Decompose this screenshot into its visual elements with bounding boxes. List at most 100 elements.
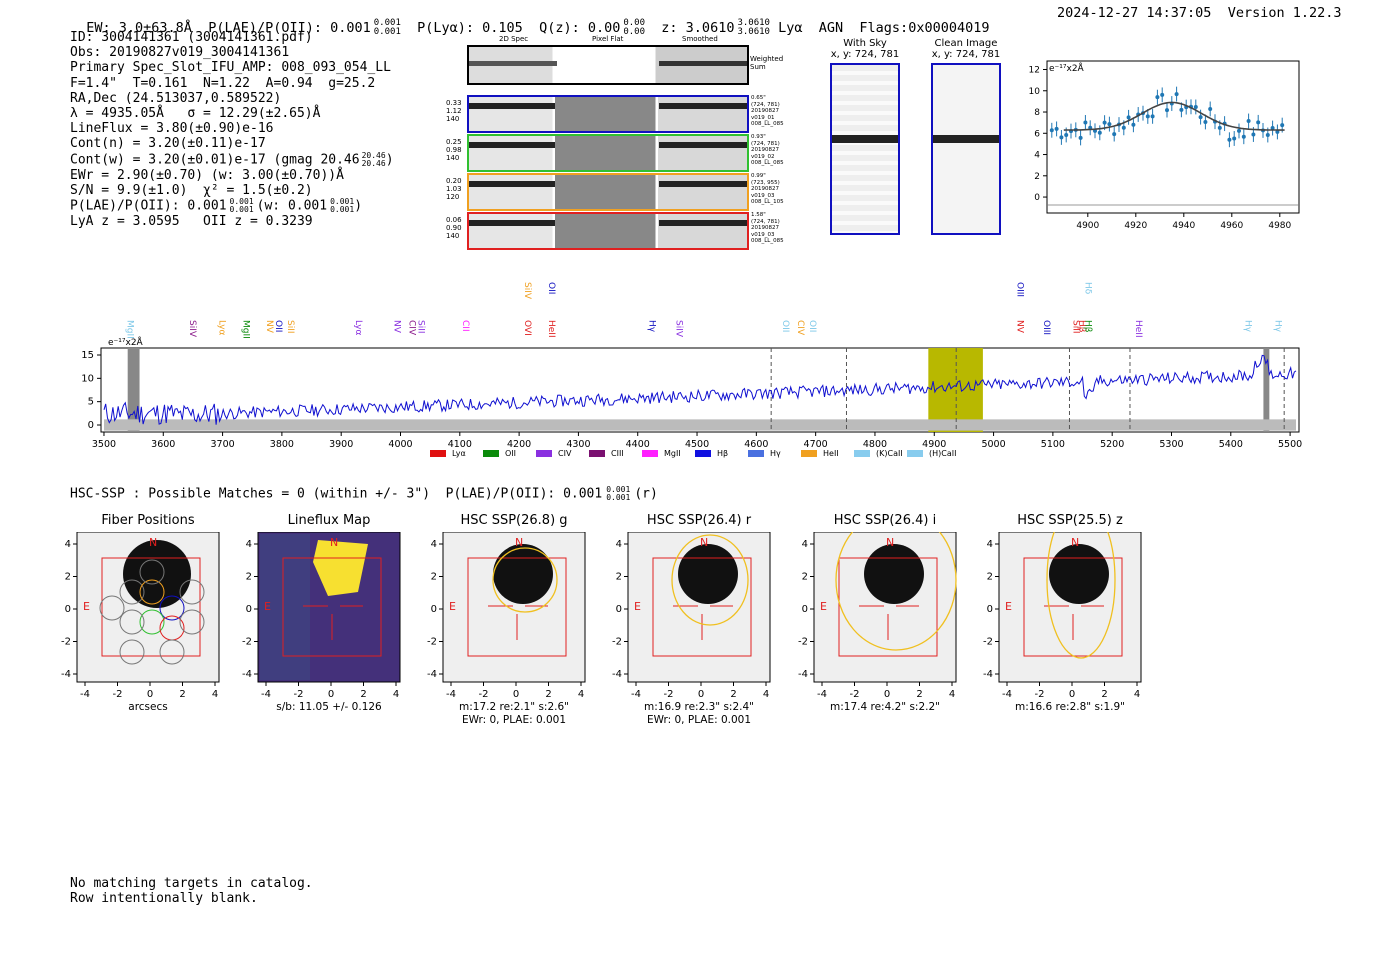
fs-legend-label: Hγ	[770, 449, 781, 458]
fs-ylabel: e⁻¹⁷x2Å	[108, 336, 144, 348]
cutout-xtick-label: 4	[393, 689, 399, 700]
zoom-point	[1280, 123, 1285, 128]
ellipse-fit	[1046, 532, 1116, 659]
stamp-meta: 1.58" (724, 781) 20190827 v019_03 008_LL_085	[751, 212, 796, 245]
info-radec: RA,Dec (24.513037,0.589522)	[70, 90, 282, 106]
fs-line-label: Hγ	[647, 320, 657, 333]
zoom-point	[1160, 92, 1165, 97]
fs-line-label: OII	[546, 282, 556, 294]
north-label: N	[330, 536, 338, 549]
fiber-circle	[139, 559, 165, 585]
info-obs: Obs: 20190827v019_3004141361	[70, 45, 290, 61]
stamp-meta-line: (724, 781)	[751, 140, 780, 147]
stamp-meta-line: 008_LL_085	[751, 121, 784, 127]
header-timestamp: 2024-12-27 14:37:05	[1057, 5, 1212, 21]
zoom-point	[1102, 120, 1107, 125]
cutout-image: N E -4 -4 -2 -2 0 0 2 2 4 4 arcsecs	[61, 532, 220, 713]
stamp-value: 140	[446, 154, 460, 162]
fs-xtick-label: 4200	[507, 439, 531, 450]
stamp-band-2d	[469, 181, 555, 187]
fs-xtick-label: 5400	[1219, 439, 1243, 450]
cutout-title: Fiber Positions	[101, 513, 195, 528]
info-lambda: λ = 4935.05Å σ = 12.29(±2.65)Å	[70, 106, 321, 122]
info-plae-sub: 0.001	[229, 205, 254, 215]
cutout-caption2: EWr: 0, PLAE: 0.001	[647, 714, 751, 726]
stamp-values: 0.33 1.12 140	[446, 99, 468, 123]
header-plae-sup: 0.001	[373, 18, 401, 28]
zoom-point	[1054, 126, 1059, 131]
stamp-value: 140	[446, 115, 460, 123]
cutout-xtick-label: 0	[1069, 689, 1075, 700]
stamp-values: 0.06 0.90 140	[446, 216, 468, 240]
fs-legend-swatch	[695, 450, 711, 457]
fiber-circle	[119, 609, 145, 635]
zoom-point	[1208, 106, 1213, 111]
fs-xtick-label: 3700	[210, 439, 234, 450]
stamp-band-smooth	[659, 142, 747, 148]
zoom-xtick-label: 4960	[1220, 221, 1243, 231]
fs-legend-swatch	[748, 450, 764, 457]
cutout-ytick-label: 4	[616, 539, 622, 550]
hsc-title-tail: (r)	[634, 486, 658, 502]
hsc-title: HSC-SSP : Possible Matches = 0 (within +…	[70, 486, 603, 502]
cutout-ytick-label: 2	[616, 572, 622, 583]
cutout-ytick-label: 0	[246, 604, 252, 615]
header-line: Lyα	[778, 20, 803, 36]
cutout-xtick-label: -4	[446, 689, 456, 700]
north-label: N	[149, 536, 157, 549]
zoom-point	[1203, 119, 1208, 124]
cutout-ytick-label: 4	[65, 539, 71, 550]
stamp-meta-line: (724, 781)	[751, 218, 780, 225]
header-plae: P(LAE)/P(OII): 0.001	[208, 20, 371, 36]
info-plae-w: (w: 0.001	[256, 198, 328, 214]
cutout-caption1: m:16.6 re:2.8" s:1.9"	[1015, 701, 1125, 713]
fs-legend-swatch	[854, 450, 870, 457]
aperture-box	[467, 557, 567, 657]
with-sky-label: With Sky	[843, 38, 887, 49]
cutout-ytick-label: -4	[61, 669, 71, 680]
header-version: Version 1.22.3	[1227, 5, 1342, 21]
cutout-ytick-label: -2	[983, 637, 993, 648]
stamp-value: 140	[446, 232, 460, 240]
fs-line-label: Hδ	[1083, 282, 1093, 295]
fs-line-label: SiIV	[187, 320, 197, 338]
zoom-point	[1131, 122, 1136, 127]
header-z-sub: 3.0610	[737, 27, 770, 37]
cutout-xtick-label: 4	[1134, 689, 1140, 700]
fs-line-label: Hγ	[1272, 320, 1282, 333]
north-label: N	[700, 536, 708, 549]
cutout-xtick-label: 4	[212, 689, 218, 700]
stamp-meta-line: 008_LL_105	[751, 199, 784, 205]
fs-xtick-label: 4900	[922, 439, 946, 450]
zoom-point	[1198, 115, 1203, 120]
with-sky-xy: x, y: 724, 781	[830, 49, 900, 60]
fs-xtick-label: 5500	[1278, 439, 1302, 450]
cutout-title: HSC SSP(26.4) i	[833, 513, 937, 528]
footer-line2: Row intentionally blank.	[70, 891, 258, 906]
hsc-title-row: HSC-SSP : Possible Matches = 0 (within +…	[70, 486, 658, 502]
stamp-value: 0.98	[446, 146, 462, 154]
cutout-xtick-label: 2	[1101, 689, 1107, 700]
info-primary: Primary Spec_Slot_IFU_AMP: 008_093_054_L…	[70, 60, 391, 76]
fs-xtick-label: 4800	[863, 439, 887, 450]
stamp-row	[467, 95, 749, 133]
cutout-ytick-label: 2	[987, 572, 993, 583]
cutout-title: HSC SSP(26.4) r	[646, 513, 752, 528]
fs-line-label: HeII	[546, 320, 556, 338]
fs-line-label: OII	[780, 320, 790, 332]
cutout-image: N E -4 -4 -2 -2 0 0 2 2 4 4 m:17.4 re:4.2" s:2.2"	[798, 532, 957, 713]
zoom-point	[1150, 114, 1155, 119]
fs-legend-label: Lyα	[452, 449, 466, 458]
cutout-title: Lineflux Map	[287, 513, 371, 528]
cutout-ytick-label: -4	[798, 669, 808, 680]
stamp-value: 0.20	[446, 177, 462, 185]
cutout-ytick-label: 0	[987, 604, 993, 615]
cutout-ytick-label: 0	[802, 604, 808, 615]
zoom-point	[1126, 115, 1131, 120]
zoom-point	[1217, 125, 1222, 130]
fs-line-label: NV	[1014, 320, 1024, 334]
east-label: E	[264, 600, 271, 613]
zoom-point	[1145, 114, 1150, 119]
fs-line-label: MgII	[240, 320, 250, 339]
stamp-band-smooth	[659, 103, 747, 109]
